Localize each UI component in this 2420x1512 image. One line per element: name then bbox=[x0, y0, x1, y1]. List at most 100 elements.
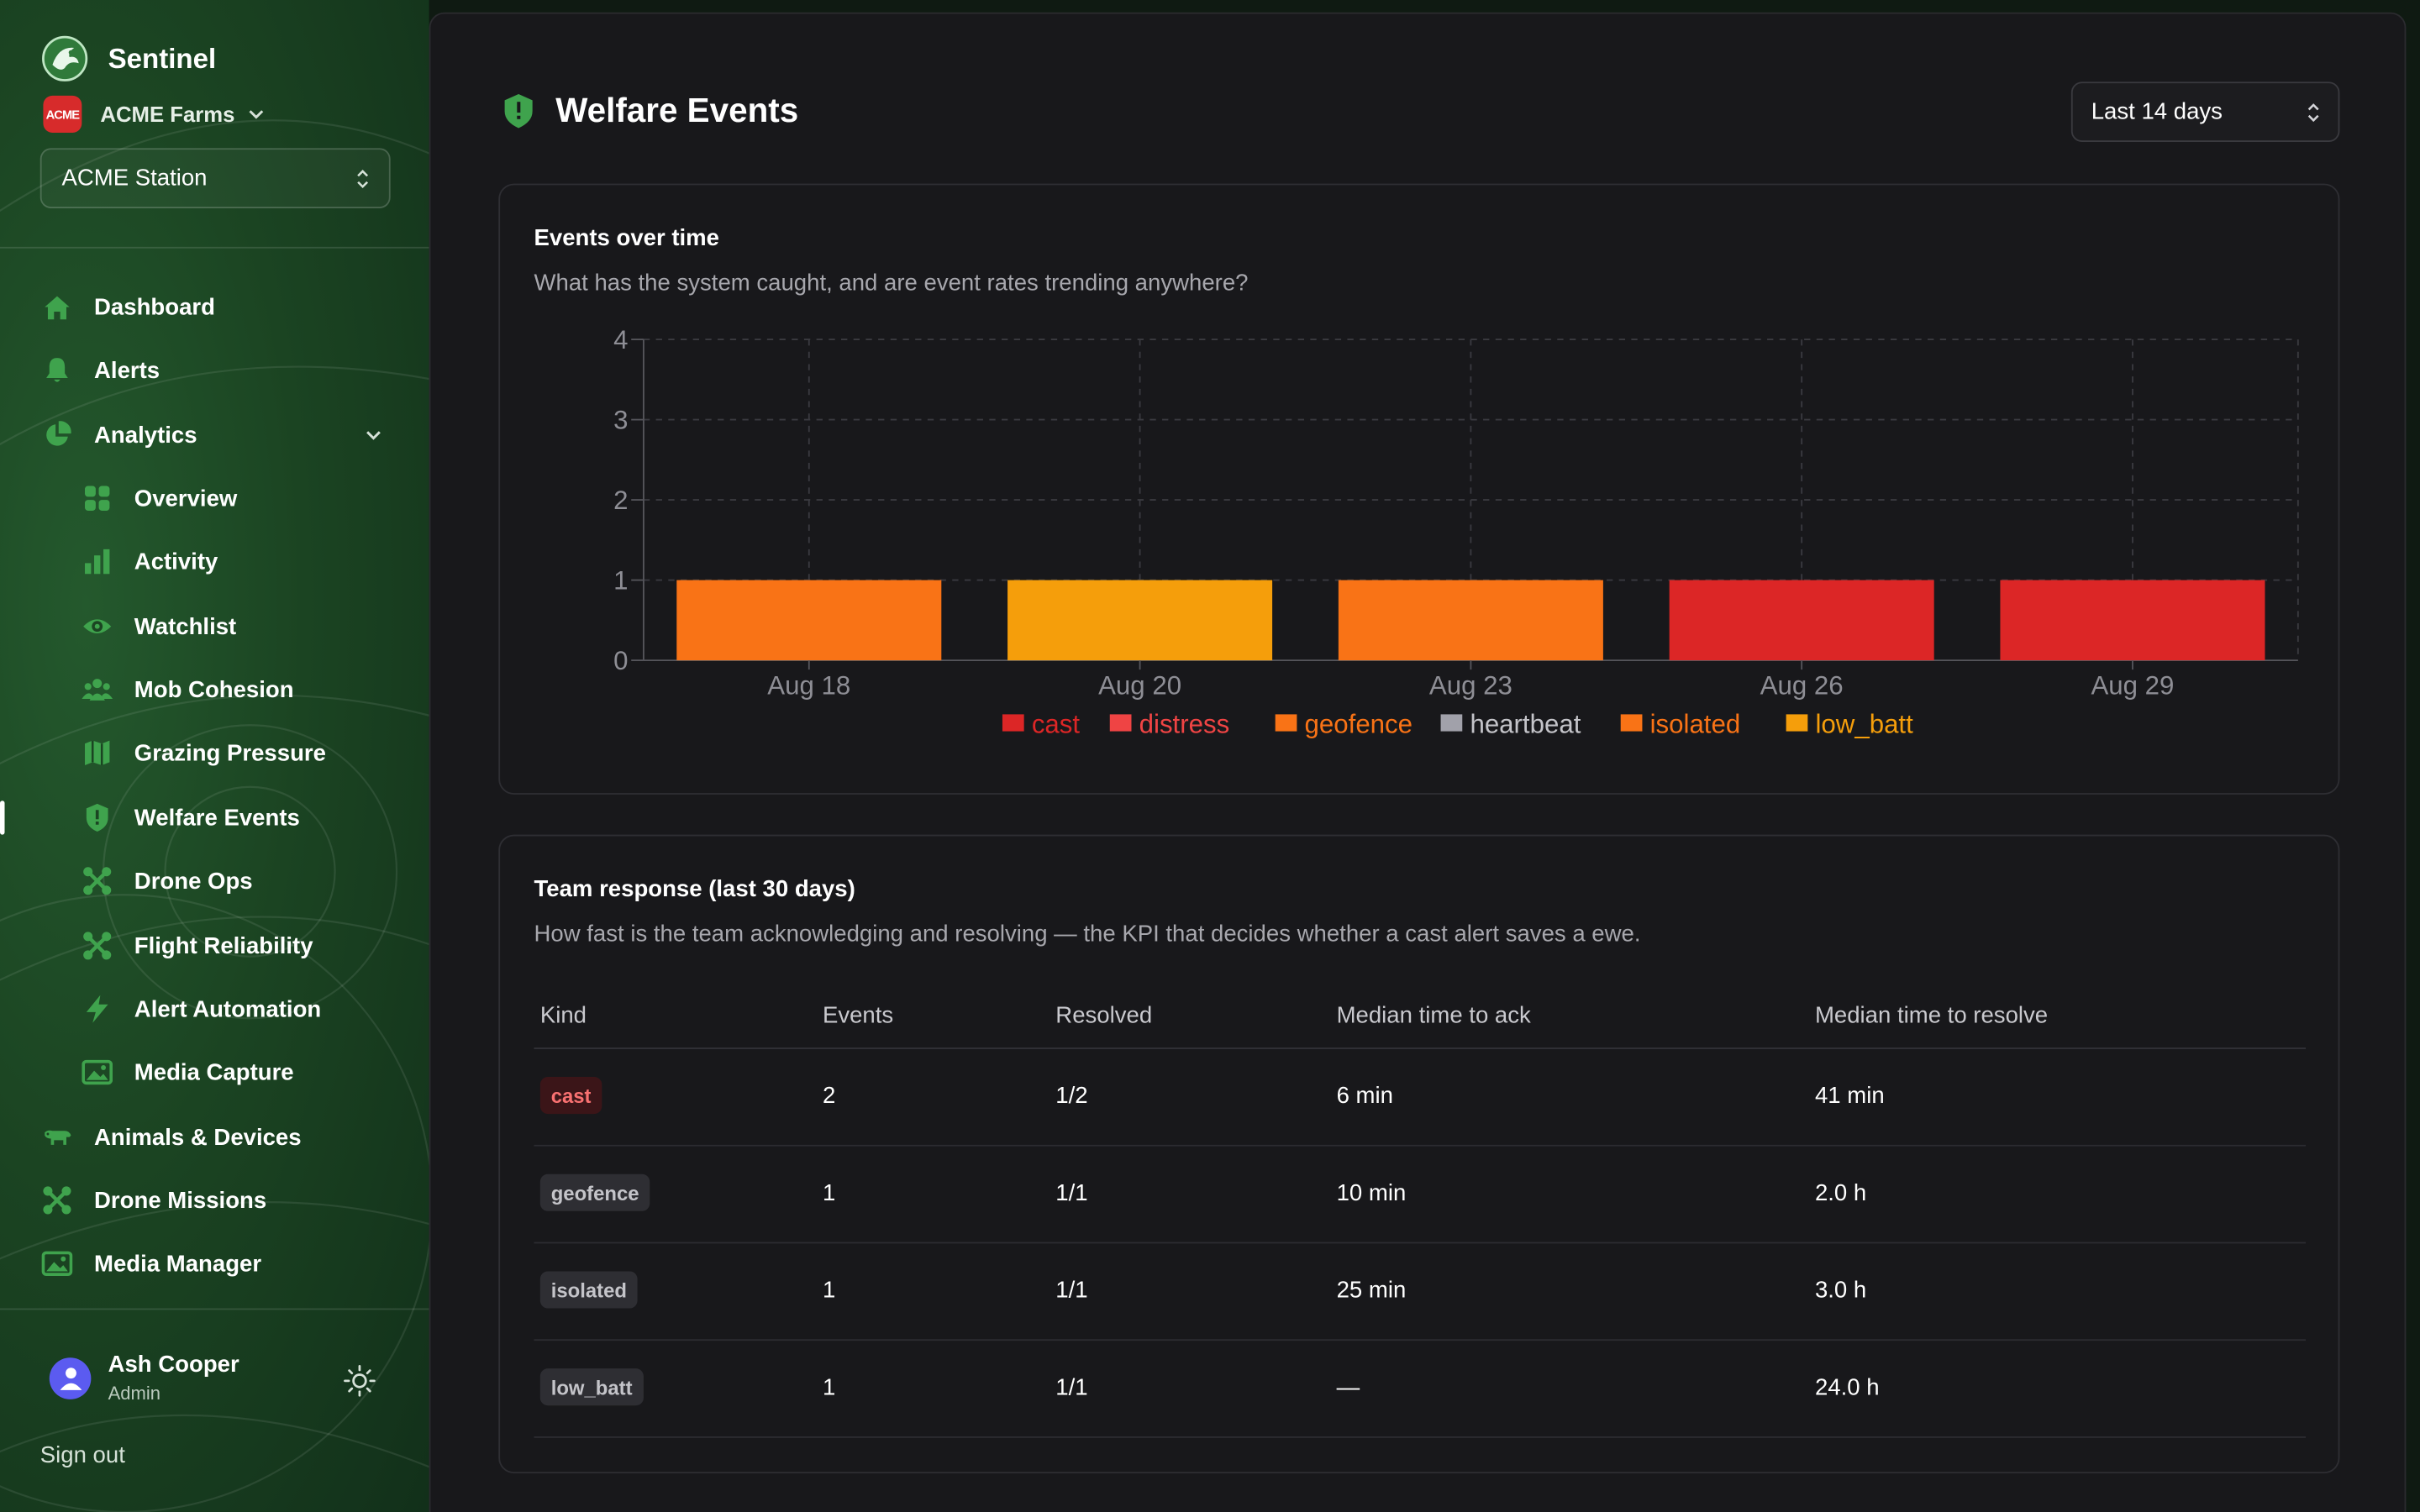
column-header[interactable]: Resolved bbox=[1055, 1002, 1153, 1030]
nav-overview[interactable]: Overview bbox=[0, 468, 429, 529]
nav-label: Flight Reliability bbox=[134, 932, 313, 959]
nav-flight-reliability[interactable]: Flight Reliability bbox=[0, 915, 429, 976]
theme-toggle-sun-icon[interactable] bbox=[343, 1364, 376, 1398]
bar-chart-icon bbox=[81, 544, 114, 578]
date-range-value: Last 14 days bbox=[2091, 98, 2223, 125]
date-range-select[interactable]: Last 14 days bbox=[2070, 81, 2340, 142]
nav-welfare-events[interactable]: Welfare Events bbox=[0, 787, 429, 848]
legend-label: geofence bbox=[1305, 709, 1413, 738]
resolved-cell: 1/1 bbox=[1055, 1180, 1088, 1207]
nav-label: Welfare Events bbox=[134, 804, 300, 832]
column-header[interactable]: Events bbox=[822, 1002, 894, 1030]
select-arrows-icon bbox=[357, 170, 369, 189]
nav-label: Grazing Pressure bbox=[134, 739, 326, 766]
map-icon bbox=[81, 736, 114, 769]
legend-item-cast[interactable]: cast bbox=[1002, 709, 1080, 738]
ack-time-cell: 6 min bbox=[1336, 1083, 1393, 1110]
legend-label: distress bbox=[1139, 709, 1230, 738]
nav-alerts[interactable]: Alerts bbox=[0, 339, 429, 401]
kind-badge: cast bbox=[539, 1077, 602, 1115]
nav-media-manager[interactable]: Media Manager bbox=[0, 1233, 429, 1294]
y-tick-label: 3 bbox=[613, 406, 628, 435]
nav-analytics[interactable]: Analytics bbox=[0, 404, 429, 465]
brand[interactable]: Sentinel bbox=[40, 34, 216, 83]
legend-swatch bbox=[1275, 714, 1297, 732]
nav-grazing-pressure[interactable]: Grazing Pressure bbox=[0, 722, 429, 784]
active-indicator bbox=[0, 801, 5, 835]
legend-item-geofence[interactable]: geofence bbox=[1275, 709, 1413, 738]
legend-label: low_batt bbox=[1816, 709, 1914, 738]
nav-dashboard[interactable]: Dashboard bbox=[0, 276, 429, 338]
table-header: Kind Events Resolved Median time to ack … bbox=[534, 990, 2307, 1049]
events-cell: 1 bbox=[822, 1374, 836, 1401]
group-icon bbox=[81, 673, 114, 706]
column-header[interactable]: Median time to ack bbox=[1336, 1002, 1531, 1030]
table-row: low_batt 1 1/1 — 24.0 h bbox=[534, 1341, 2307, 1438]
page-header: Welfare Events bbox=[500, 91, 798, 131]
column-header[interactable]: Kind bbox=[539, 1002, 587, 1030]
drone-icon bbox=[81, 929, 114, 963]
bolt-icon bbox=[81, 992, 114, 1026]
station-select[interactable]: ACME Station bbox=[39, 148, 391, 208]
x-tick-label: Aug 23 bbox=[1429, 671, 1512, 701]
legend-swatch bbox=[1109, 714, 1132, 732]
cow-icon bbox=[40, 1120, 74, 1153]
bar-isolated bbox=[676, 580, 942, 661]
nav-label: Watchlist bbox=[134, 613, 237, 640]
legend-swatch bbox=[1786, 714, 1808, 732]
org-switcher[interactable]: ACME ACME Farms bbox=[43, 95, 266, 133]
kind-badge: isolated bbox=[539, 1271, 638, 1309]
events-cell: 1 bbox=[822, 1277, 836, 1305]
nav-watchlist[interactable]: Watchlist bbox=[0, 596, 429, 657]
nav-activity[interactable]: Activity bbox=[0, 531, 429, 592]
avatar bbox=[49, 1357, 92, 1399]
nav-alert-automation[interactable]: Alert Automation bbox=[0, 978, 429, 1039]
card-description: What has the system caught, and are even… bbox=[534, 270, 1249, 297]
y-tick-label: 2 bbox=[613, 486, 628, 515]
resolve-time-cell: 41 min bbox=[1814, 1083, 1885, 1110]
sidebar: Sentinel ACME ACME Farms ACME Station Da… bbox=[0, 0, 429, 1512]
resolve-time-cell: 2.0 h bbox=[1814, 1180, 1867, 1207]
nav-animals-devices[interactable]: Animals & Devices bbox=[0, 1106, 429, 1168]
bar-geofence bbox=[1338, 580, 1603, 661]
nav-label: Alerts bbox=[94, 357, 160, 384]
chevron-down-icon[interactable] bbox=[364, 428, 382, 443]
x-tick-label: Aug 26 bbox=[1760, 671, 1844, 701]
column-header[interactable]: Median time to resolve bbox=[1814, 1002, 2049, 1030]
nav-media-capture[interactable]: Media Capture bbox=[0, 1042, 429, 1103]
events-over-time-card: Events over time What has the system cau… bbox=[498, 183, 2340, 795]
ack-time-cell: 25 min bbox=[1336, 1277, 1407, 1305]
nav-drone-ops[interactable]: Drone Ops bbox=[0, 850, 429, 911]
home-icon bbox=[40, 290, 74, 323]
page-title: Welfare Events bbox=[555, 91, 799, 130]
user-role: Admin bbox=[108, 1382, 161, 1404]
table-row: isolated 1 1/1 25 min 3.0 h bbox=[534, 1243, 2307, 1341]
kind-badge: low_batt bbox=[539, 1368, 644, 1406]
station-value: ACME Station bbox=[61, 165, 208, 192]
card-title: Events over time bbox=[534, 225, 720, 252]
ack-time-cell: — bbox=[1336, 1374, 1360, 1401]
y-tick-label: 1 bbox=[613, 566, 628, 596]
drone-icon bbox=[81, 864, 114, 898]
user-profile[interactable]: Ash Cooper Admin bbox=[49, 1352, 239, 1404]
nav-drone-missions[interactable]: Drone Missions bbox=[0, 1169, 429, 1231]
legend-item-distress[interactable]: distress bbox=[1109, 709, 1230, 738]
nav-label: Alert Automation bbox=[134, 995, 322, 1022]
resolved-cell: 1/2 bbox=[1055, 1083, 1088, 1110]
nav-label: Analytics bbox=[94, 422, 197, 449]
nav-label: Media Capture bbox=[134, 1058, 294, 1086]
nav-label: Activity bbox=[134, 548, 218, 575]
legend-item-low_batt[interactable]: low_batt bbox=[1786, 709, 1914, 738]
events-cell: 2 bbox=[822, 1083, 836, 1110]
select-arrows-icon bbox=[2307, 103, 2319, 123]
card-title: Team response (last 30 days) bbox=[534, 876, 855, 903]
legend-swatch bbox=[1620, 714, 1643, 732]
legend-item-isolated[interactable]: isolated bbox=[1620, 709, 1741, 738]
legend-item-heartbeat[interactable]: heartbeat bbox=[1440, 709, 1581, 738]
sign-out-link[interactable]: Sign out bbox=[39, 1442, 125, 1469]
drone-icon bbox=[40, 1184, 74, 1217]
nav-mob-cohesion[interactable]: Mob Cohesion bbox=[0, 659, 429, 720]
chevron-down-icon bbox=[249, 110, 264, 119]
legend-swatch bbox=[1002, 714, 1024, 732]
ack-time-cell: 10 min bbox=[1336, 1180, 1407, 1207]
